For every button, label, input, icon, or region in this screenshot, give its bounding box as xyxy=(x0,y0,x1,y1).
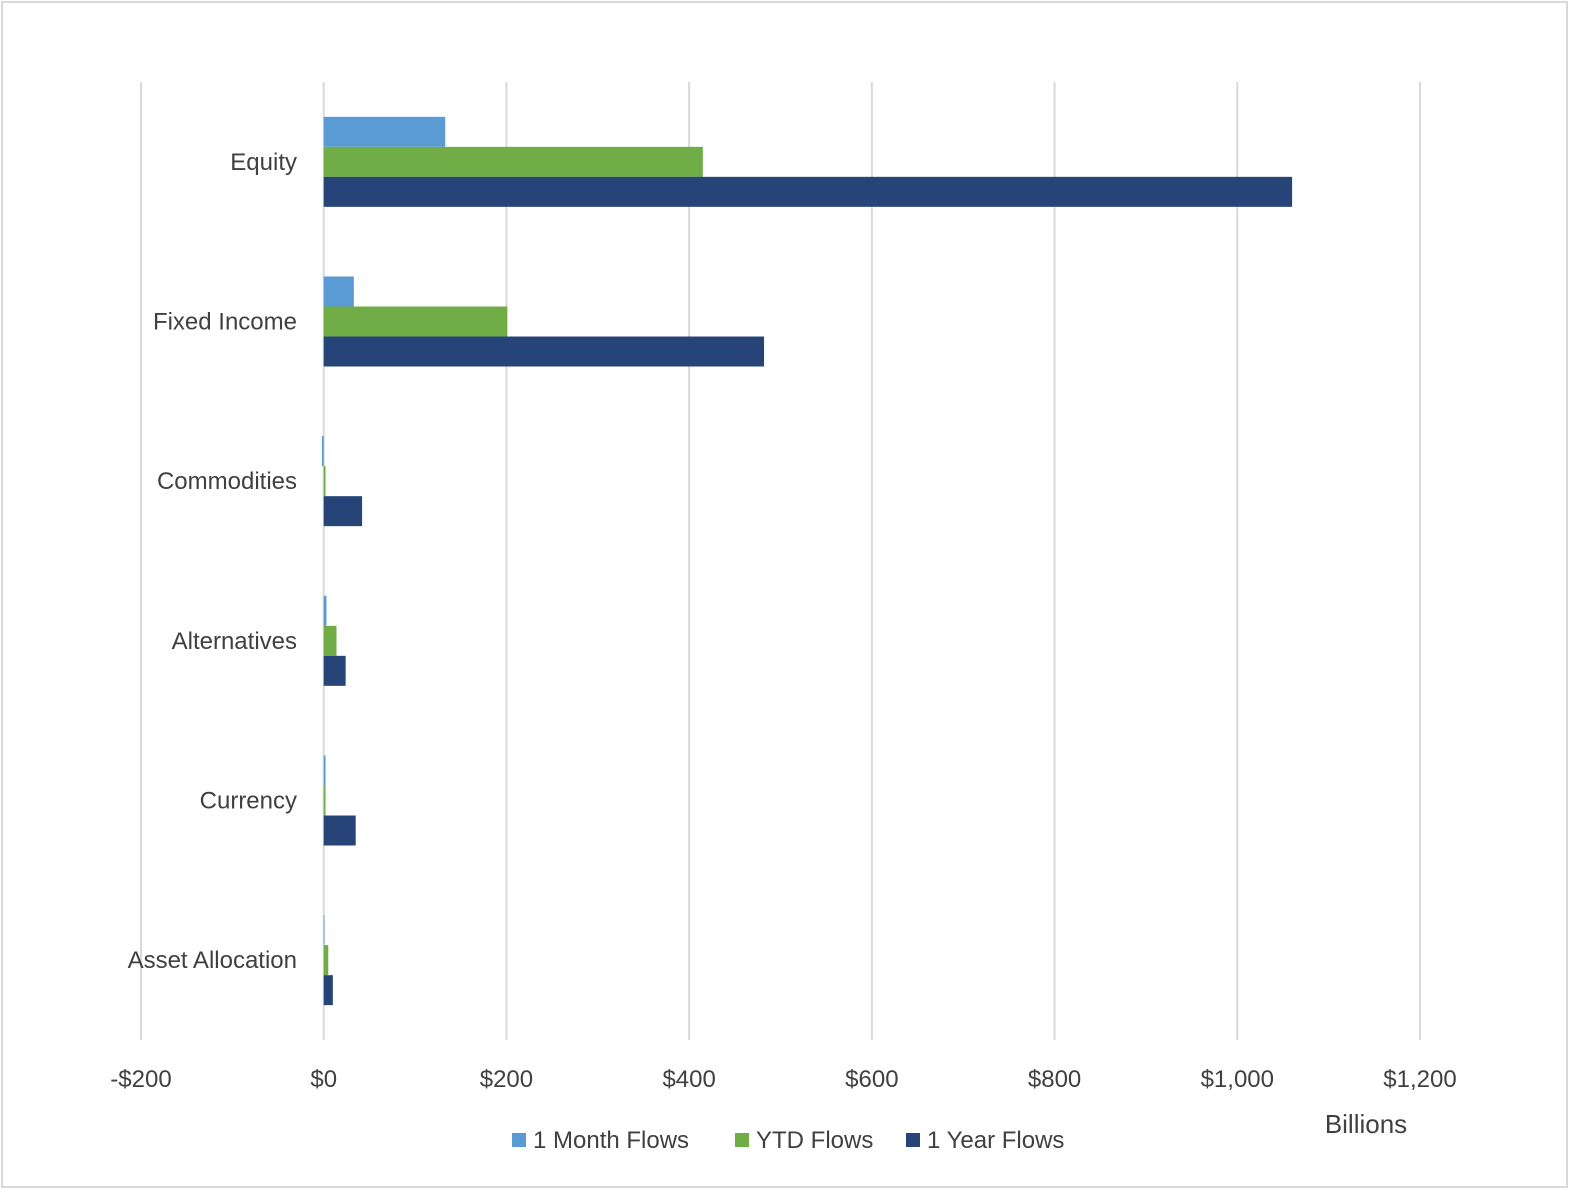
bar-equity-1-month-flows xyxy=(323,116,446,147)
gridlines xyxy=(140,82,1421,1040)
bar-commodities-1-month-flows xyxy=(321,436,324,467)
bar-currency-1-year-flows xyxy=(323,815,356,846)
legend-swatch xyxy=(906,1133,920,1147)
category-label: Equity xyxy=(230,149,297,176)
unit-label: Billions xyxy=(1325,1109,1407,1139)
legend-label: 1 Month Flows xyxy=(533,1127,689,1154)
x-tick-label: $0 xyxy=(310,1066,337,1093)
category-label: Commodities xyxy=(157,468,297,495)
bar-asset-allocation-1-month-flows xyxy=(323,915,325,946)
bar-alternatives-1-year-flows xyxy=(323,655,346,686)
x-tick-label: $800 xyxy=(1028,1066,1081,1093)
bar-currency-1-month-flows xyxy=(323,755,326,786)
x-tick-label: $1,000 xyxy=(1201,1066,1274,1093)
bar-alternatives-1-month-flows xyxy=(323,595,327,626)
bar-currency-ytd-flows xyxy=(323,785,326,816)
legend-swatch xyxy=(735,1133,749,1147)
category-label: Alternatives xyxy=(172,628,297,655)
bar-fixed-income-ytd-flows xyxy=(323,306,508,337)
bar-equity-1-year-flows xyxy=(323,176,1293,207)
legend-label: YTD Flows xyxy=(756,1127,873,1154)
category-label: Asset Allocation xyxy=(128,947,297,974)
category-label: Currency xyxy=(200,788,297,815)
x-tick-label: -$200 xyxy=(110,1066,171,1093)
bar-fixed-income-1-year-flows xyxy=(323,336,765,367)
bar-fixed-income-1-month-flows xyxy=(323,276,354,307)
bar-commodities-ytd-flows xyxy=(323,466,326,497)
bar-commodities-1-year-flows xyxy=(323,496,363,527)
x-tick-label: $600 xyxy=(845,1066,898,1093)
bar-equity-ytd-flows xyxy=(323,146,703,177)
bar-alternatives-ytd-flows xyxy=(323,625,337,656)
x-tick-label: $400 xyxy=(662,1066,715,1093)
bar-asset-allocation-1-year-flows xyxy=(323,975,333,1006)
x-axis-ticks: -$200 $0 $200 $400 $600 $800 $1,000 $1,200 xyxy=(110,1066,1456,1093)
legend: 1 Month Flows YTD Flows 1 Year Flows xyxy=(512,1127,1064,1154)
x-tick-label: $1,200 xyxy=(1383,1066,1456,1093)
legend-label: 1 Year Flows xyxy=(927,1127,1064,1154)
category-labels: Equity Fixed Income Commodities Alternative… xyxy=(128,149,297,974)
bars xyxy=(321,116,1293,1006)
legend-swatch xyxy=(512,1133,526,1147)
category-label: Fixed Income xyxy=(153,309,297,336)
bar-asset-allocation-ytd-flows xyxy=(323,945,329,976)
x-tick-label: $200 xyxy=(480,1066,533,1093)
